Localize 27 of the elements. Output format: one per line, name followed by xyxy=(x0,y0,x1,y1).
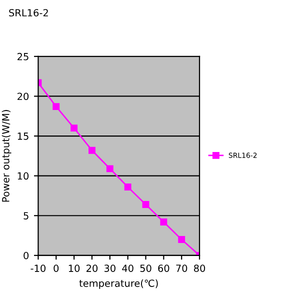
point xyxy=(70,124,78,132)
point xyxy=(178,236,186,243)
point xyxy=(52,103,60,110)
y-tick-label: 25 xyxy=(18,52,28,60)
point xyxy=(142,201,150,208)
y-tick-label: 5 xyxy=(24,212,28,220)
x-axis-title: temperature(℃) xyxy=(79,279,158,289)
x-tick-label: 30 xyxy=(104,264,116,272)
y-tick-label: 10 xyxy=(18,172,29,180)
y-tick-label: 20 xyxy=(18,92,29,100)
chart-title: SRL16-2 xyxy=(9,9,48,16)
y-tick-label: 0 xyxy=(24,252,29,260)
x-tick-label: 40 xyxy=(122,264,134,272)
x-tick-label: 80 xyxy=(194,264,206,272)
point xyxy=(124,183,132,190)
x-tick-label: 20 xyxy=(86,264,98,272)
x-tick-label: 50 xyxy=(140,264,152,272)
y-tick-label: 15 xyxy=(18,132,28,140)
x-tick-label: 60 xyxy=(158,264,170,272)
x-tick-label: -10 xyxy=(30,264,46,272)
x-tick-label: 70 xyxy=(176,264,188,272)
point xyxy=(106,165,114,172)
x-tick-label: 0 xyxy=(54,264,59,272)
point xyxy=(160,218,168,226)
x-tick-label: 10 xyxy=(68,264,80,272)
y-axis-title: Power output(W/M) xyxy=(2,110,12,202)
point xyxy=(88,146,96,154)
